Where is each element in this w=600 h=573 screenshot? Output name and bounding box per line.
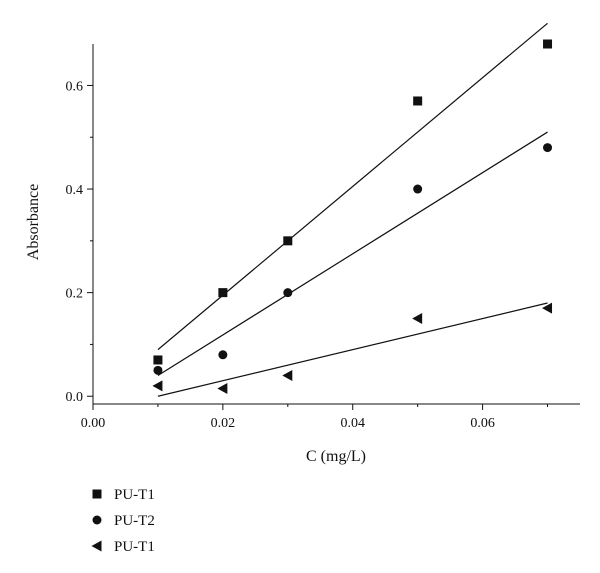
axes: 0.00 0.02 0.04 0.06 0.0 0.2 0.4 0.6 <box>66 44 580 431</box>
data-point-series-1 <box>153 355 163 365</box>
legend-marker-series-1 <box>92 489 102 499</box>
data-point-series-2 <box>283 288 293 298</box>
data-point-series-3 <box>217 382 228 394</box>
legend-marker-series-3 <box>91 540 102 552</box>
data-point-series-2 <box>153 365 163 375</box>
data-point-series-2 <box>218 350 228 360</box>
x-tick-label: 0.00 <box>81 416 106 431</box>
y-tick-label: 0.4 <box>66 183 84 198</box>
legend: PU-T1 PU-T2 PU-T1 <box>91 487 155 555</box>
data-point-series-2 <box>543 143 553 153</box>
data-point-series-1 <box>283 236 293 246</box>
y-tick-label: 0.6 <box>66 79 84 94</box>
data-point-series-1 <box>543 39 553 49</box>
fit-line-series-3 <box>157 302 548 397</box>
data-point-series-3 <box>542 302 553 314</box>
data-point-series-2 <box>413 184 423 194</box>
legend-label-series-3: PU-T1 <box>114 539 155 555</box>
x-tick-label: 0.04 <box>340 416 365 431</box>
data-point-series-1 <box>218 288 228 298</box>
legend-label-series-2: PU-T2 <box>114 513 155 529</box>
y-axis-title: Absorbance <box>25 184 42 260</box>
y-tick-label: 0.0 <box>66 390 84 405</box>
data-point-series-3 <box>412 313 423 325</box>
x-axis-title: C (mg/L) <box>306 448 366 465</box>
y-tick-label: 0.2 <box>66 287 84 302</box>
fit-line-series-2 <box>157 131 548 377</box>
data-point-series-3 <box>282 370 293 382</box>
x-tick-label: 0.06 <box>470 416 495 431</box>
x-tick-label: 0.02 <box>211 416 236 431</box>
data-point-series-1 <box>413 96 423 106</box>
fit-lines <box>157 22 548 397</box>
data-point-series-3 <box>152 380 163 392</box>
legend-marker-series-2 <box>92 515 102 525</box>
fit-line-series-1 <box>157 22 548 351</box>
legend-label-series-1: PU-T1 <box>114 487 155 503</box>
data-markers <box>152 39 553 394</box>
